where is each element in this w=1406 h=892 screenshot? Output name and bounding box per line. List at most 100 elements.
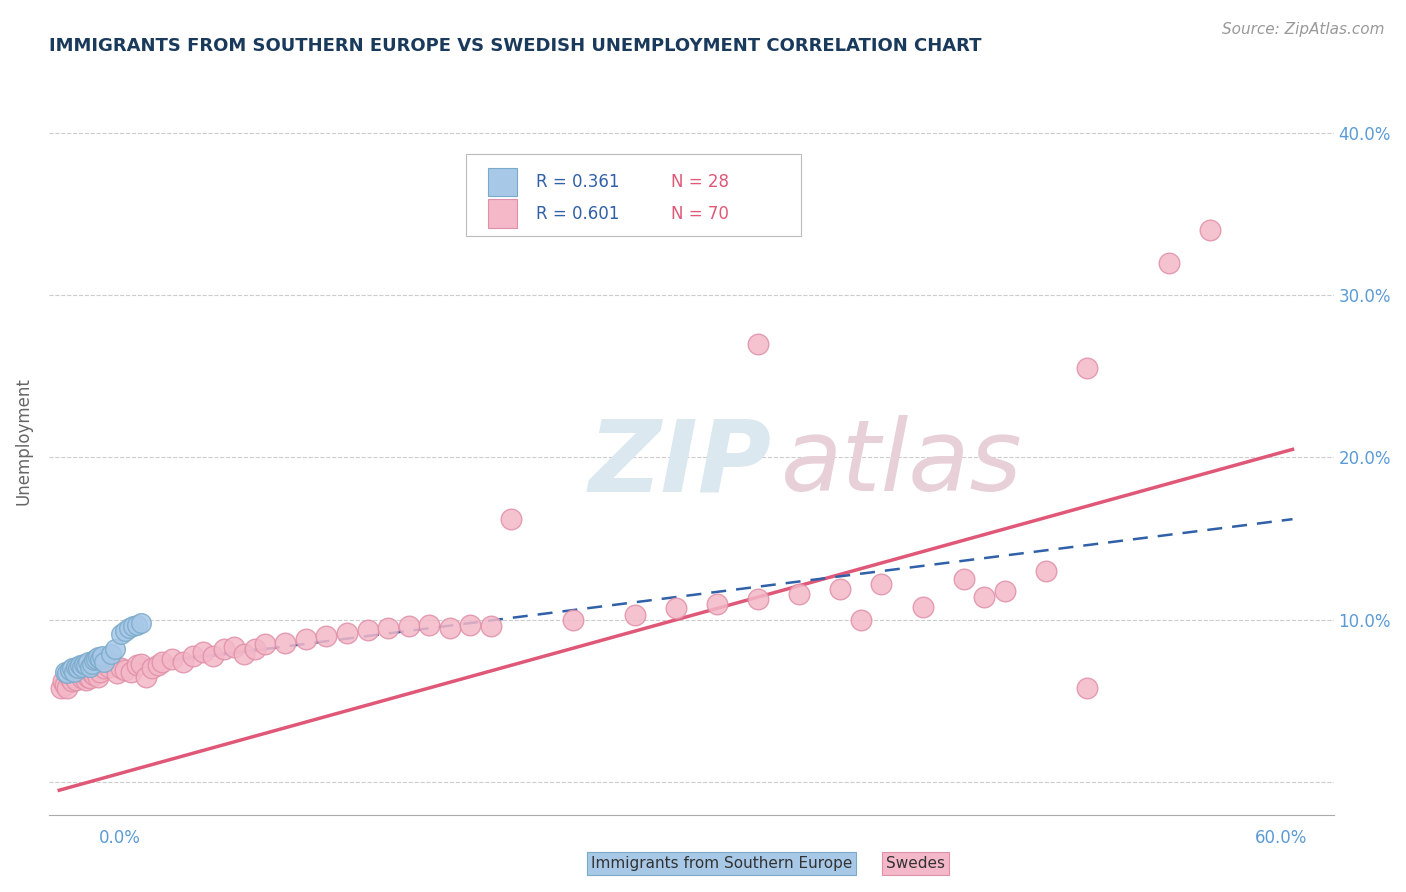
Point bbox=[146, 658, 169, 673]
FancyBboxPatch shape bbox=[488, 200, 516, 227]
Point bbox=[55, 665, 77, 679]
Point bbox=[91, 648, 114, 663]
Point bbox=[562, 613, 585, 627]
Point bbox=[274, 635, 297, 649]
Point bbox=[93, 661, 115, 675]
Text: IMMIGRANTS FROM SOUTHERN EUROPE VS SWEDISH UNEMPLOYMENT CORRELATION CHART: IMMIGRANTS FROM SOUTHERN EUROPE VS SWEDI… bbox=[49, 37, 981, 55]
Point bbox=[75, 658, 97, 673]
Text: R = 0.601: R = 0.601 bbox=[536, 204, 619, 222]
Point bbox=[73, 657, 96, 671]
Point bbox=[952, 572, 974, 586]
Point bbox=[135, 670, 157, 684]
Point bbox=[51, 681, 73, 695]
Point bbox=[83, 668, 105, 682]
Point bbox=[849, 613, 872, 627]
Point bbox=[1199, 223, 1222, 237]
Point bbox=[97, 660, 120, 674]
Point bbox=[141, 661, 163, 675]
Point bbox=[89, 665, 111, 679]
Point bbox=[1076, 681, 1098, 695]
Point bbox=[181, 648, 204, 663]
Point bbox=[162, 652, 184, 666]
Point bbox=[479, 619, 502, 633]
FancyBboxPatch shape bbox=[467, 153, 800, 236]
Point bbox=[105, 666, 128, 681]
Point bbox=[93, 655, 115, 669]
Point bbox=[55, 678, 77, 692]
Text: Source: ZipAtlas.com: Source: ZipAtlas.com bbox=[1222, 22, 1385, 37]
Text: N = 28: N = 28 bbox=[671, 173, 728, 191]
Point bbox=[973, 590, 995, 604]
Point bbox=[336, 625, 359, 640]
Text: atlas: atlas bbox=[782, 415, 1022, 512]
Point bbox=[87, 650, 110, 665]
Point bbox=[233, 647, 256, 661]
Point bbox=[114, 624, 136, 639]
Point bbox=[87, 670, 110, 684]
Point bbox=[84, 665, 107, 679]
Point bbox=[58, 671, 80, 685]
Point bbox=[253, 637, 276, 651]
Point bbox=[122, 619, 145, 633]
Point bbox=[60, 674, 83, 689]
Point bbox=[315, 629, 337, 643]
Point bbox=[994, 583, 1017, 598]
Point bbox=[1076, 361, 1098, 376]
Point bbox=[60, 661, 83, 675]
Point bbox=[747, 591, 769, 606]
Point bbox=[79, 671, 101, 685]
Point bbox=[65, 660, 87, 674]
Point bbox=[212, 642, 235, 657]
Point bbox=[787, 587, 810, 601]
Point bbox=[623, 607, 645, 622]
Point bbox=[110, 661, 132, 675]
Point bbox=[172, 655, 194, 669]
Point bbox=[70, 671, 93, 685]
Point bbox=[82, 657, 104, 671]
Point bbox=[747, 337, 769, 351]
Point bbox=[56, 666, 79, 681]
Point bbox=[104, 642, 127, 657]
Point bbox=[66, 665, 89, 679]
Point bbox=[110, 627, 132, 641]
Point bbox=[127, 617, 149, 632]
Y-axis label: Unemployment: Unemployment bbox=[15, 377, 32, 505]
Point bbox=[82, 666, 104, 681]
Point bbox=[191, 645, 214, 659]
Point bbox=[118, 621, 141, 635]
Text: Immigrants from Southern Europe: Immigrants from Southern Europe bbox=[591, 856, 852, 871]
Point bbox=[150, 655, 173, 669]
Point bbox=[101, 657, 124, 671]
Point bbox=[75, 673, 97, 687]
Point bbox=[58, 663, 80, 677]
Point bbox=[127, 658, 149, 673]
Point bbox=[398, 619, 420, 633]
Point bbox=[460, 617, 482, 632]
Point bbox=[52, 674, 75, 689]
Point bbox=[77, 670, 100, 684]
Text: 0.0%: 0.0% bbox=[98, 829, 141, 847]
Point bbox=[870, 577, 893, 591]
Point bbox=[665, 601, 688, 615]
Point bbox=[377, 621, 399, 635]
Text: 60.0%: 60.0% bbox=[1256, 829, 1308, 847]
Point bbox=[83, 653, 105, 667]
Point bbox=[70, 660, 93, 674]
Point bbox=[202, 648, 225, 663]
Point bbox=[131, 657, 153, 671]
Point bbox=[243, 642, 266, 657]
FancyBboxPatch shape bbox=[488, 168, 516, 196]
Point bbox=[62, 670, 84, 684]
Point bbox=[84, 652, 107, 666]
Point bbox=[89, 652, 111, 666]
Point bbox=[120, 665, 142, 679]
Point bbox=[501, 512, 523, 526]
Point bbox=[69, 668, 91, 682]
Text: N = 70: N = 70 bbox=[671, 204, 728, 222]
Text: Swedes: Swedes bbox=[886, 856, 945, 871]
Point bbox=[295, 632, 318, 647]
Text: R = 0.361: R = 0.361 bbox=[536, 173, 620, 191]
Point bbox=[100, 647, 122, 661]
Text: ZIP: ZIP bbox=[589, 415, 772, 512]
Point bbox=[439, 621, 461, 635]
